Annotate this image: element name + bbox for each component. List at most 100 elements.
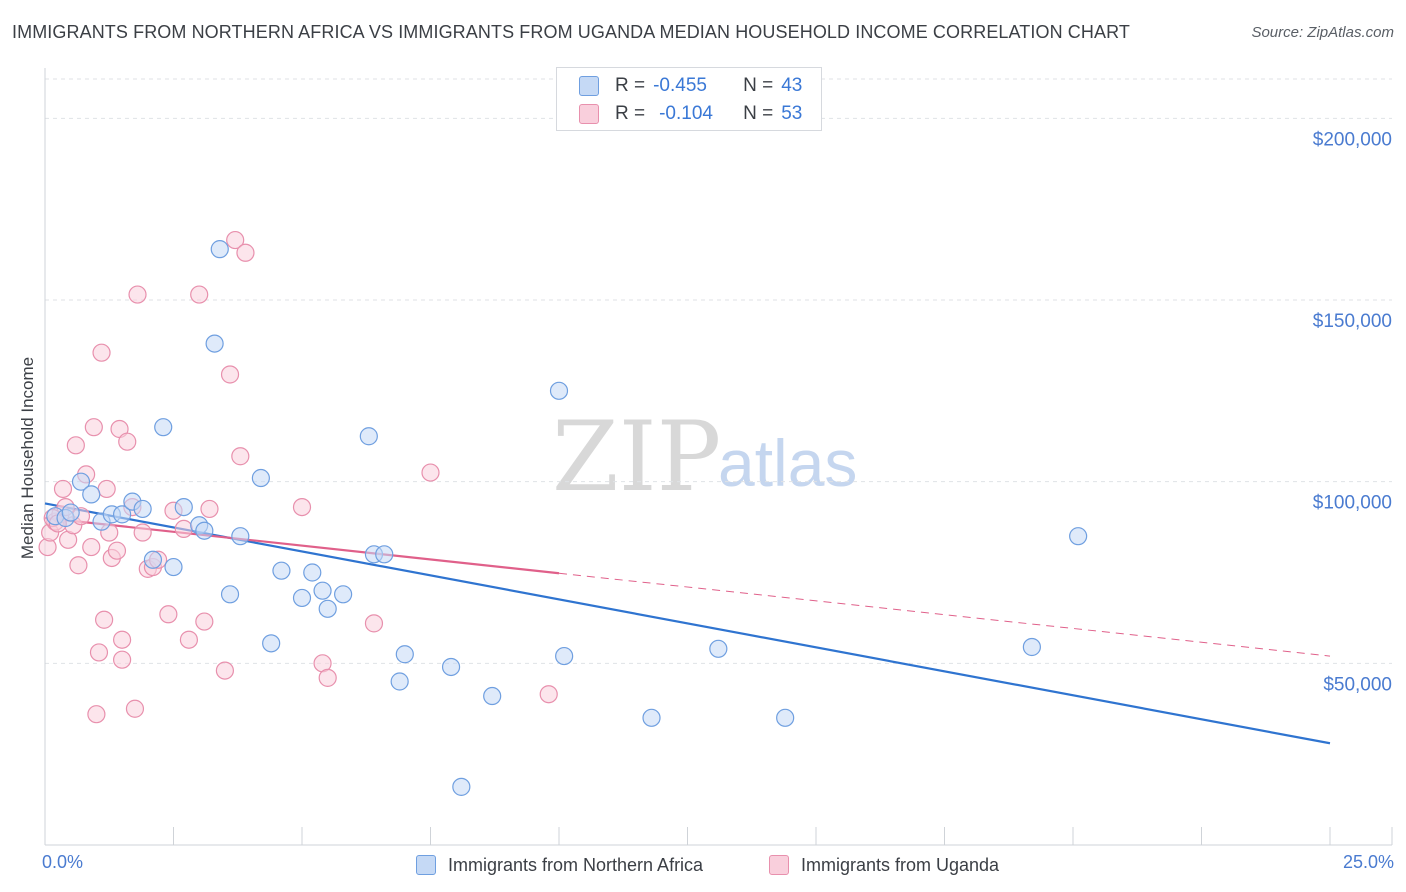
point-uganda: [128, 285, 147, 304]
point-northern-africa: [292, 588, 312, 608]
point-northern-africa: [555, 646, 574, 666]
point-uganda: [82, 537, 101, 557]
point-uganda: [133, 523, 152, 542]
point-northern-africa: [441, 657, 461, 677]
legend-swatch-africa: [416, 855, 436, 875]
watermark-zip: ZIP: [552, 401, 721, 513]
point-uganda: [53, 479, 73, 499]
point-northern-africa: [205, 334, 224, 353]
r-label: R =: [615, 103, 646, 124]
point-uganda: [200, 499, 219, 519]
n-label: N =: [743, 103, 774, 124]
point-uganda: [84, 418, 103, 437]
trendline-uganda: [44, 516, 560, 575]
point-northern-africa: [359, 427, 378, 446]
trendline-uganda-extension: [558, 572, 1331, 657]
point-northern-africa: [303, 563, 322, 582]
r-value-africa: -0.455: [653, 75, 707, 96]
point-northern-africa: [133, 499, 152, 519]
legend-label-uganda: Immigrants from Uganda: [801, 854, 1000, 875]
point-uganda: [215, 661, 234, 680]
point-northern-africa: [272, 561, 291, 580]
point-uganda: [66, 436, 85, 455]
legend-label-africa: Immigrants from Northern Africa: [448, 854, 704, 875]
point-northern-africa: [154, 418, 173, 437]
legend-item-uganda: Immigrants from Uganda: [769, 852, 999, 878]
grid: [45, 78, 1392, 664]
n-value-uganda: 53: [781, 103, 803, 124]
point-northern-africa: [375, 545, 394, 564]
point-uganda: [226, 230, 245, 250]
point-northern-africa: [143, 550, 163, 569]
point-northern-africa: [452, 777, 471, 796]
watermark-atlas: atlas: [718, 426, 857, 500]
point-uganda: [95, 610, 114, 629]
point-uganda: [89, 643, 109, 662]
point-northern-africa: [262, 634, 281, 653]
y-tick-label: $200,000: [1313, 129, 1392, 150]
point-northern-africa: [71, 472, 91, 491]
point-northern-africa: [210, 240, 229, 259]
point-uganda: [236, 243, 255, 262]
point-uganda: [292, 498, 312, 517]
legend-swatch-uganda: [579, 104, 599, 124]
point-uganda: [97, 479, 116, 499]
point-uganda: [174, 519, 193, 539]
r-label: R =: [615, 75, 646, 96]
point-northern-africa: [334, 585, 353, 604]
point-uganda: [195, 612, 214, 631]
point-uganda: [69, 556, 88, 575]
point-uganda: [87, 705, 106, 724]
axes: [44, 68, 1393, 846]
point-uganda: [118, 432, 137, 451]
point-uganda: [125, 699, 145, 718]
point-northern-africa: [220, 585, 240, 604]
point-northern-africa: [195, 521, 214, 540]
y-tick-label: $50,000: [1323, 674, 1392, 695]
chart-source: Source: ZipAtlas.com: [1251, 24, 1394, 41]
legend-item-africa: Immigrants from Northern Africa: [416, 852, 703, 878]
point-uganda: [112, 630, 132, 649]
point-uganda: [107, 541, 127, 560]
x-tick-max: 25.0%: [1342, 852, 1394, 872]
point-uganda: [190, 285, 209, 304]
point-northern-africa: [174, 498, 193, 517]
n-label: N =: [743, 75, 774, 96]
point-uganda: [231, 447, 250, 466]
trend-lines: [44, 502, 1331, 745]
y-tick-label: $150,000: [1313, 311, 1392, 332]
point-northern-africa: [231, 527, 250, 546]
point-uganda: [159, 605, 178, 624]
trendline-northern-africa: [44, 502, 1331, 745]
point-northern-africa: [642, 708, 661, 727]
data-points: [38, 230, 1088, 796]
point-northern-africa: [112, 505, 132, 524]
point-northern-africa: [318, 599, 337, 618]
point-uganda: [112, 650, 132, 669]
point-uganda: [364, 614, 384, 633]
point-northern-africa: [251, 468, 270, 488]
stats-legend-row-africa: R = -0.455 N = 43: [579, 73, 802, 99]
point-uganda: [220, 365, 240, 384]
legend-swatch-uganda: [769, 855, 789, 875]
x-tick-min: 0.0%: [42, 852, 84, 872]
point-northern-africa: [1069, 527, 1088, 546]
point-northern-africa: [82, 485, 101, 504]
watermark: ZIP atlas: [552, 401, 857, 513]
point-northern-africa: [61, 503, 80, 522]
chart-title: IMMIGRANTS FROM NORTHERN AFRICA VS IMMIG…: [12, 22, 1130, 42]
y-tick-labels: $50,000 $100,000 $150,000 $200,000: [1313, 129, 1392, 695]
stats-legend: R = -0.455 N = 43 R = -0.104 N = 53: [556, 67, 822, 131]
point-uganda: [179, 630, 199, 649]
point-northern-africa: [483, 686, 502, 706]
point-northern-africa: [390, 672, 409, 691]
point-uganda: [92, 343, 111, 362]
point-northern-africa: [1022, 637, 1041, 657]
point-northern-africa: [395, 645, 414, 664]
point-uganda: [318, 668, 337, 687]
stats-legend-row-uganda: R = -0.104 N = 53: [579, 101, 802, 127]
r-value-uganda: -0.104: [659, 103, 713, 124]
point-uganda: [539, 685, 558, 704]
point-northern-africa: [313, 581, 332, 600]
